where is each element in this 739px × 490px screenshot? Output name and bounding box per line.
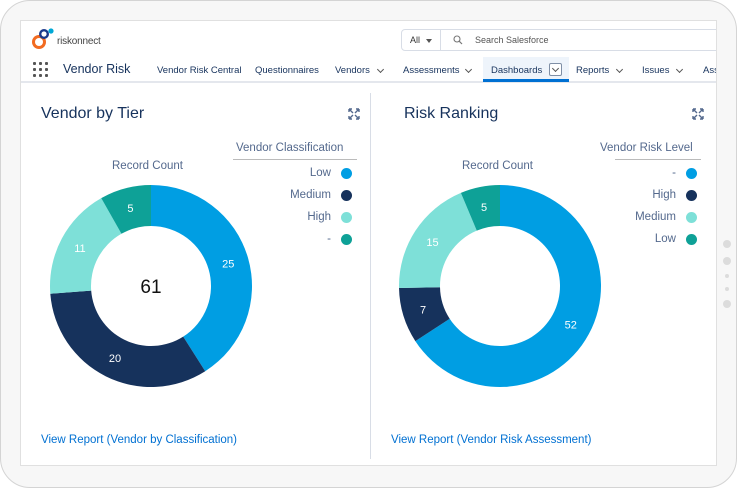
chevron-down-icon[interactable] (464, 65, 473, 74)
legend-item-label: High (652, 189, 676, 201)
device-side-indicators (722, 240, 732, 317)
donut-center-total: 61 (140, 277, 161, 298)
slice-value-label: 5 (481, 202, 487, 214)
donut-slice-none[interactable] (415, 185, 601, 387)
legend-swatch (686, 212, 697, 223)
slice-value-label: 5 (127, 203, 133, 215)
legend-item-label: High (307, 211, 331, 223)
indicator-dot (725, 274, 729, 278)
legend-item-label: - (327, 233, 331, 245)
search-scope-select[interactable]: All (401, 29, 441, 51)
legend-swatch (341, 190, 352, 201)
expand-icon[interactable] (348, 108, 360, 120)
legend-divider (233, 159, 357, 160)
record-count-label: Record Count (112, 160, 183, 172)
nav-item-issues[interactable]: Issues (642, 65, 670, 76)
donut-chart-risk-ranking: 52 7 15 5 (399, 185, 601, 387)
logo-text: riskonnect (57, 36, 101, 47)
donut-slice-medium[interactable] (50, 290, 206, 387)
search-placeholder: Search Salesforce (475, 35, 549, 45)
app-screen: riskonnect All Search Salesforce Vendor … (20, 20, 717, 466)
donut-slice-none[interactable] (101, 185, 151, 234)
nav-item-assessments[interactable]: Assessments (403, 65, 460, 76)
logo-mark-icon (32, 28, 54, 49)
nav-active-indicator (483, 57, 569, 82)
nav-item-reports[interactable]: Reports (576, 65, 610, 76)
slice-value-label: 52 (565, 319, 577, 331)
legend-item-label: - (672, 167, 676, 179)
dashboards-menu-button[interactable] (549, 63, 562, 76)
app-navigation-bar: Vendor Risk Vendor Risk Central Question… (21, 57, 716, 83)
donut-slice-low[interactable] (460, 185, 500, 231)
app-name: Vendor Risk (63, 62, 131, 76)
view-report-link-vendor-by-classification[interactable]: View Report (Vendor by Classification) (41, 434, 238, 446)
legend-swatch (686, 168, 697, 179)
donut-slice-low[interactable] (151, 185, 252, 372)
indicator-dot (723, 240, 731, 248)
legend-swatch (341, 234, 352, 245)
legend-title: Vendor Risk Level (600, 142, 693, 154)
legend-item-label: Low (309, 167, 331, 179)
donut-slice-high[interactable] (399, 287, 450, 342)
legend-swatch (686, 190, 697, 201)
search-icon (453, 35, 463, 45)
legend-swatch (686, 234, 697, 245)
legend-divider (615, 159, 701, 160)
record-count-label: Record Count (462, 160, 533, 172)
donut-chart-vendor-by-tier: 25 20 11 5 61 (50, 185, 252, 387)
legend-title: Vendor Classification (236, 142, 344, 154)
panel-title-vendor-by-tier: Vendor by Tier (41, 105, 145, 122)
nav-item-dashboards[interactable]: Dashboards (491, 65, 543, 76)
slice-value-label: 15 (426, 237, 438, 249)
legend-item-label: Medium (635, 211, 676, 223)
slice-value-label: 7 (420, 305, 426, 317)
panel-title-risk-ranking: Risk Ranking (404, 105, 499, 122)
legend-swatch (341, 212, 352, 223)
search-input[interactable]: Search Salesforce (441, 29, 716, 51)
indicator-dot (725, 287, 729, 291)
legend-swatch (341, 168, 352, 179)
riskonnect-logo[interactable]: riskonnect (29, 27, 139, 53)
view-report-link-vendor-risk-assessment[interactable]: View Report (Vendor Risk Assessment) (391, 434, 592, 446)
slice-value-label: 11 (74, 243, 85, 255)
caret-down-icon (426, 39, 432, 43)
indicator-dot (723, 257, 731, 265)
nav-item-more[interactable]: Ass (703, 65, 716, 76)
global-header: riskonnect All Search Salesforce (21, 21, 716, 57)
legend-item-label: Low (654, 233, 676, 245)
nav-item-vendors[interactable]: Vendors (335, 65, 370, 76)
donut-slice-high[interactable] (50, 198, 122, 294)
slice-value-label: 20 (109, 353, 121, 365)
legend-item-label: Medium (290, 189, 331, 201)
chevron-down-icon[interactable] (615, 65, 624, 74)
chevron-down-icon[interactable] (675, 65, 684, 74)
nav-item-vendor-risk-central[interactable]: Vendor Risk Central (157, 65, 242, 76)
slice-value-label: 25 (222, 259, 234, 271)
donut-slice-medium[interactable] (399, 192, 477, 289)
panel-divider (370, 93, 371, 459)
expand-icon[interactable] (692, 108, 704, 120)
chevron-down-icon (551, 64, 560, 73)
indicator-dot (723, 300, 731, 308)
app-launcher-icon[interactable] (33, 62, 49, 78)
search-scope-value: All (410, 35, 421, 45)
nav-item-questionnaires[interactable]: Questionnaires (255, 65, 319, 76)
chevron-down-icon[interactable] (376, 65, 385, 74)
